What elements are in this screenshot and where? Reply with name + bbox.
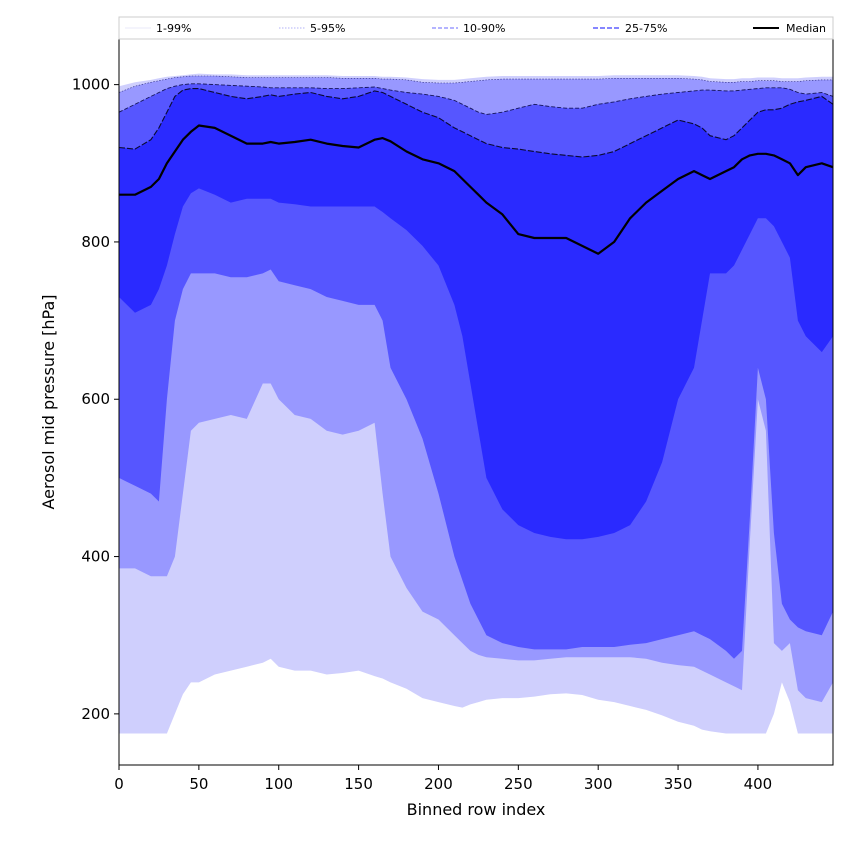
x-tick-label: 100 xyxy=(264,775,293,793)
x-tick-label: 300 xyxy=(584,775,613,793)
line-5-95-upper xyxy=(118,75,833,93)
y-tick-label: 800 xyxy=(81,233,110,251)
x-tick-label: 150 xyxy=(344,775,373,793)
band-25-75 xyxy=(119,88,833,540)
x-tick-label: 400 xyxy=(744,775,773,793)
median-layer xyxy=(119,124,834,255)
x-axis-label: Binned row index xyxy=(407,800,546,819)
y-tick-label: 600 xyxy=(81,390,110,408)
x-axis: 0 50 100 150 200 250 300 350 400 xyxy=(114,765,772,793)
y-tick-label: 200 xyxy=(81,705,110,723)
legend-label: 10-90% xyxy=(463,22,505,35)
line-25-75-upper xyxy=(118,88,834,158)
legend-frame xyxy=(118,16,834,40)
legend-label: 25-75% xyxy=(625,22,667,35)
y-tick-label: 1000 xyxy=(72,76,110,94)
x-tick-label: 0 xyxy=(114,775,124,793)
legend-label: 1-99% xyxy=(156,22,191,35)
x-tick-label: 350 xyxy=(664,775,693,793)
legend-label: Median xyxy=(786,22,826,35)
line-10-90-upper xyxy=(118,83,834,115)
y-tick-label: 400 xyxy=(81,548,110,566)
x-tick-label: 250 xyxy=(504,775,533,793)
y-axis-label: Aerosol mid pressure [hPa] xyxy=(39,294,58,509)
x-tick-label: 50 xyxy=(189,775,208,793)
median-line xyxy=(119,124,834,255)
envelope-lines xyxy=(118,75,834,158)
percentile-bands xyxy=(119,73,833,734)
legend: 1-99% 5-95% 10-90% 25-75% Median xyxy=(118,16,834,40)
y-axis: 200 400 600 800 1000 xyxy=(72,76,119,723)
legend-label: 5-95% xyxy=(310,22,345,35)
x-tick-label: 200 xyxy=(424,775,453,793)
